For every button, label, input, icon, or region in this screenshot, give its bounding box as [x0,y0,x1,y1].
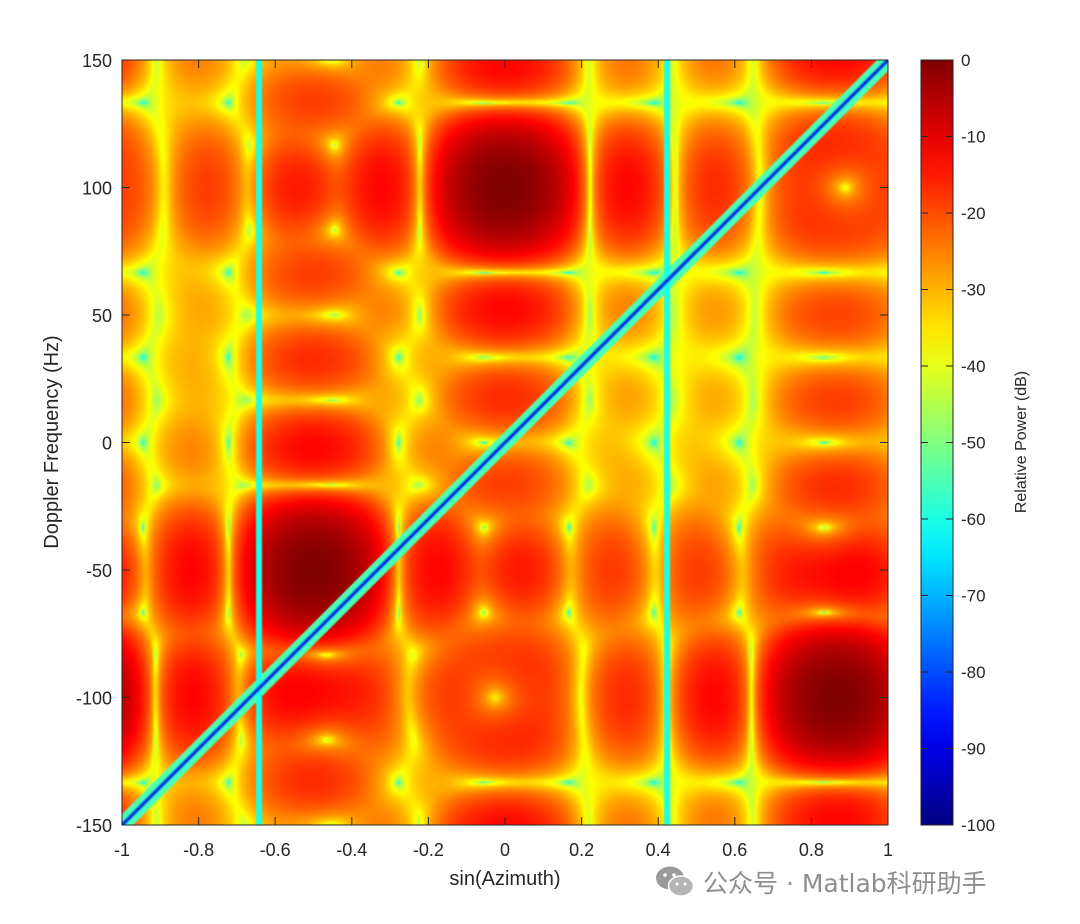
y-tick-label: 0 [102,434,112,454]
colorbar-tick-label: -80 [961,663,986,682]
x-tick-label: -0.4 [336,840,367,860]
colorbar-tick-label: -70 [961,587,986,606]
y-tick-label: 100 [82,179,112,199]
colorbar-label: Relative Power (dB) [1013,371,1030,513]
y-tick-label: -150 [76,816,112,836]
x-tick-label: 0.8 [799,840,824,860]
watermark: 公众号 · Matlab科研助手 [655,862,987,902]
colorbar-tick-label: -40 [961,357,986,376]
colorbar-tick-label: -20 [961,204,986,223]
x-tick-label: 0.2 [569,840,594,860]
x-axis-ticks: -1 -0.8 -0.6 -0.4 -0.2 0 0.2 0.4 0.6 0.8 1 [114,60,893,860]
x-tick-label: -1 [114,840,130,860]
colorbar-tick-label: -100 [961,816,995,835]
x-tick-label: -0.6 [260,840,291,860]
y-tick-label: 150 [82,51,112,71]
x-tick-label: 0.4 [646,840,671,860]
x-tick-label: -0.2 [413,840,444,860]
y-axis-ticks: -150 -100 -50 0 50 100 150 [76,51,888,836]
colorbar: 0 -10 -20 -30 -40 -50 -60 -70 -80 -90 -100 Relativ… [920,51,1030,835]
colorbar-tick-label: -50 [961,434,986,453]
y-tick-label: -100 [76,689,112,709]
watermark-text: 公众号 · Matlab科研助手 [703,869,987,898]
colorbar-tick-label: -60 [961,510,986,529]
wechat-icon [656,866,695,897]
y-tick-label: -50 [86,561,112,581]
colorbar-ticks: 0 -10 -20 -30 -40 -50 -60 -70 -80 -90 -100 [921,51,995,835]
x-tick-label: 0.6 [722,840,747,860]
x-tick-label: -0.8 [183,840,214,860]
x-tick-label: 0 [500,840,510,860]
y-tick-label: 50 [92,306,112,326]
heatmap-image [122,60,888,825]
y-axis-label: Doppler Frequency (Hz) [41,335,63,548]
colorbar-tick-label: 0 [961,51,970,70]
x-tick-label: 1 [883,840,893,860]
x-axis-label: sin(Azimuth) [449,868,560,890]
colorbar-tick-label: -90 [961,740,986,759]
colorbar-tick-label: -10 [961,128,986,147]
plot-area [121,59,889,826]
colorbar-tick-label: -30 [961,281,986,300]
